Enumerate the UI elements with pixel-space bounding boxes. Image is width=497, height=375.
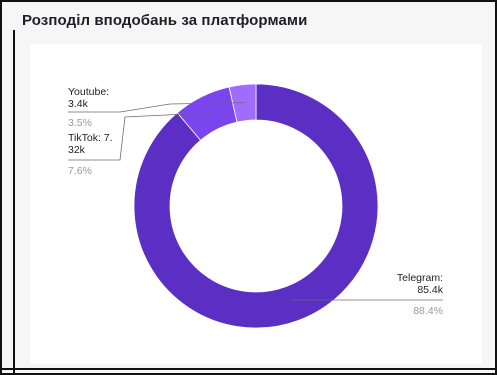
tiktok-label-name: TikTok: 7. — [68, 132, 113, 144]
bottom-divider — [0, 368, 497, 370]
tiktok-label-value: 32k — [68, 144, 85, 156]
tiktok-percent: 7.6% — [68, 165, 92, 177]
tiktok-leader-line — [68, 112, 210, 161]
chart-title: Розподіл вподобань за платформами — [22, 12, 308, 29]
youtube-leader-line — [68, 102, 245, 113]
slice-telegram[interactable] — [133, 83, 379, 329]
telegram-label-value: 85.4k — [417, 284, 443, 296]
title-bar: Розподіл вподобань за платформами — [2, 2, 495, 44]
tiktok-label: TikTok: 7. 32k — [68, 132, 113, 156]
youtube-percent: 3.5% — [68, 117, 92, 129]
youtube-label-name: Youtube: — [68, 86, 110, 98]
youtube-label-value: 3.4k — [68, 98, 88, 110]
telegram-label-name: Telegram: — [396, 272, 443, 284]
telegram-label: Telegram: 85.4k — [385, 272, 443, 296]
youtube-label: Youtube: 3.4k — [68, 86, 109, 110]
left-divider — [13, 30, 15, 375]
telegram-percent: 88.4% — [413, 305, 443, 317]
